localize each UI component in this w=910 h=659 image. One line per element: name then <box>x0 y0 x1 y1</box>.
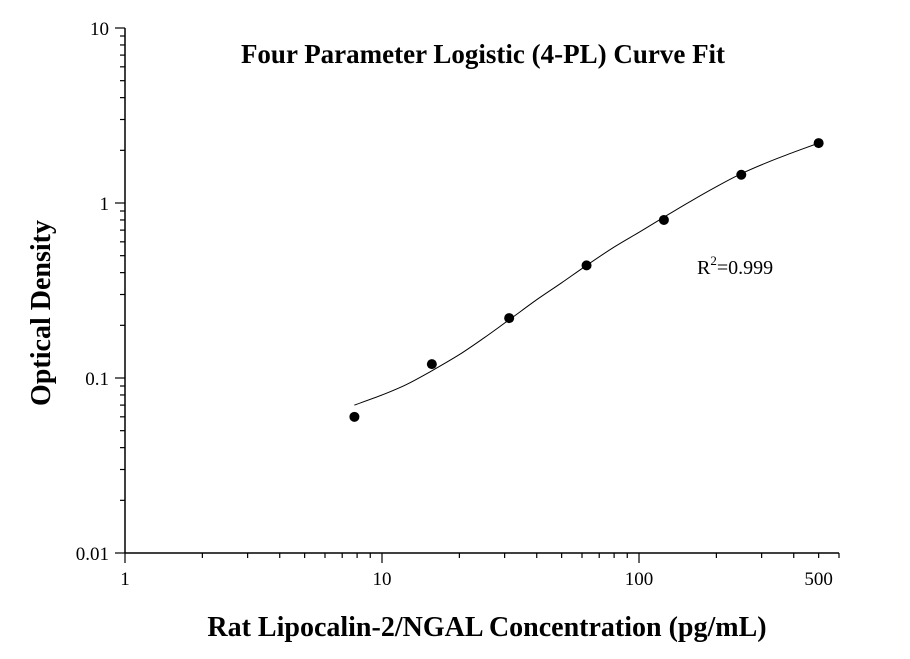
r-squared-annotation: R2=0.999 <box>697 253 773 279</box>
data-point <box>736 169 747 180</box>
y-tick-label: 1 <box>100 194 110 215</box>
x-tick-label: 100 <box>625 569 654 590</box>
r-squared-superscript: 2 <box>710 253 717 268</box>
y-tick-label: 0.1 <box>85 369 109 390</box>
chart-title: Four Parameter Logistic (4-PL) Curve Fit <box>241 39 725 69</box>
y-axis-ticks: 0.01 0.1 1 10 <box>76 19 125 565</box>
x-tick-label: 1 <box>120 569 130 590</box>
data-point <box>504 313 515 324</box>
axes <box>124 28 839 554</box>
data-points <box>349 138 824 422</box>
y-axis-label: Optical Density <box>26 220 57 406</box>
data-point <box>581 260 592 271</box>
y-tick-label: 10 <box>90 19 109 40</box>
data-point <box>349 411 360 422</box>
data-point <box>658 214 669 225</box>
data-point <box>426 359 437 370</box>
x-axis-label: Rat Lipocalin-2/NGAL Concentration (pg/m… <box>207 612 766 643</box>
r-squared-value: =0.999 <box>717 257 773 279</box>
x-tick-label: 500 <box>804 569 833 590</box>
r-squared-base: R <box>697 257 711 279</box>
x-axis-ticks: 1 10 100 500 <box>120 553 840 590</box>
y-tick-label: 0.01 <box>76 544 109 565</box>
data-point <box>813 138 824 149</box>
x-tick-label: 10 <box>373 569 392 590</box>
